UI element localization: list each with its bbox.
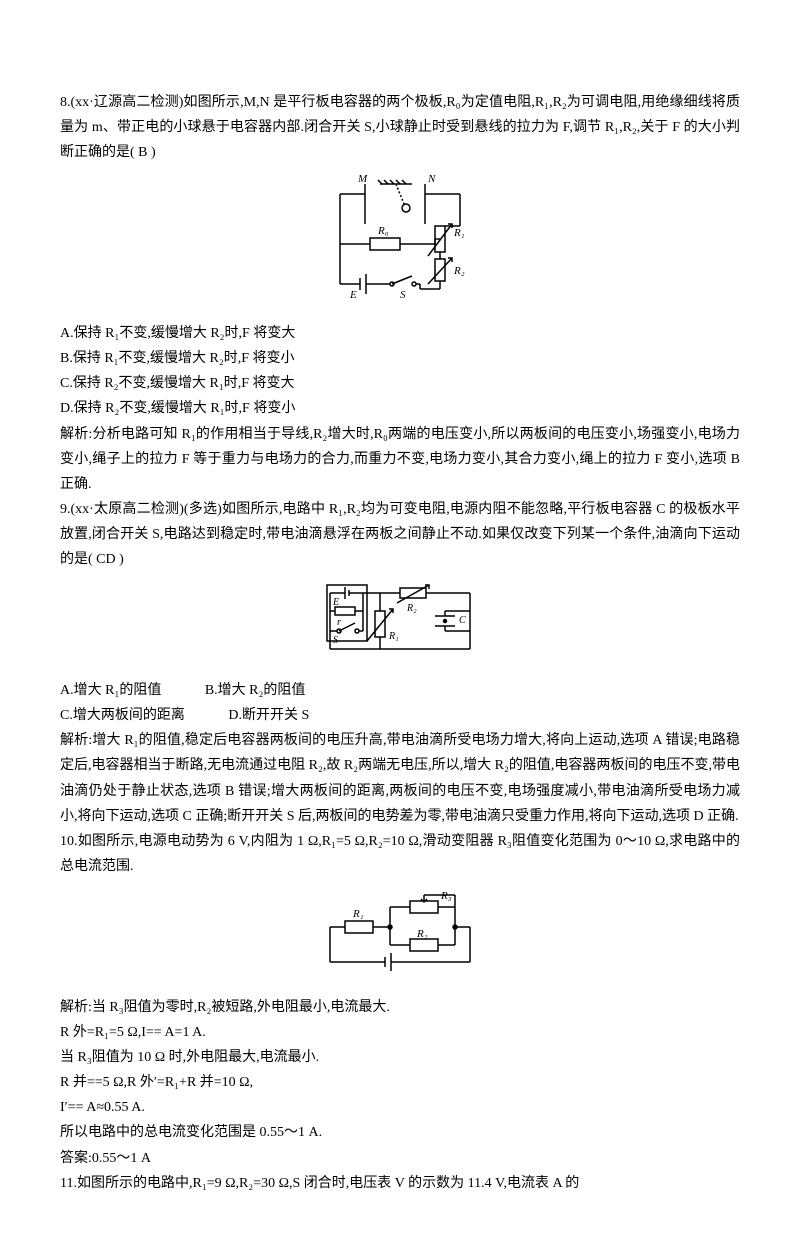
q10-l1: 解析:当 R₃阻值为零时,R₂被短路,外电阻最小,电流最大. <box>60 995 740 1020</box>
label-R1: R₁ <box>388 631 399 642</box>
label-R2: R₂ <box>416 928 428 940</box>
q10-stem: 10.如图所示,电源电动势为 6 V,内阻为 1 Ω,R₁=5 Ω,R₂=10 … <box>60 829 740 879</box>
q10-l7: 答案:0.55～1 A <box>60 1146 740 1171</box>
q9-optD: D.断开开关 S <box>228 703 309 728</box>
q8-optD: D.保持 R₂不变,缓慢增大 R₁时,F 将变小 <box>60 396 740 421</box>
q9-options-row1: A.增大 R₁的阻值 B.增大 R₂的阻值 <box>60 678 740 703</box>
label-R3: R₃ <box>440 890 452 902</box>
q9-options-row2: C.增大两板间的距离 D.断开开关 S <box>60 703 740 728</box>
q8-optB: B.保持 R₁不变,缓慢增大 R₂时,F 将变小 <box>60 346 740 371</box>
q10-l5: I′== A≈0.55 A. <box>60 1095 740 1120</box>
q8-explanation: 解析:分析电路可知 R₁的作用相当于导线,R₂增大时,R₀两端的电压变小,所以两… <box>60 422 740 498</box>
label-E: E <box>349 289 357 301</box>
q10-l2: R 外=R₁=5 Ω,I== A=1 A. <box>60 1020 740 1045</box>
q8-optC: C.保持 R₂不变,缓慢增大 R₁时,F 将变大 <box>60 371 740 396</box>
q9-stem: 9.(xx·太原高二检测)(多选)如图所示,电路中 R₁,R₂均为可变电阻,电源… <box>60 497 740 573</box>
label-R2: R₂ <box>406 603 417 614</box>
label-r: r <box>337 617 341 628</box>
label-C: C <box>459 615 466 626</box>
q9-optB: B.增大 R₂的阻值 <box>205 678 306 703</box>
label-S: S <box>400 289 406 301</box>
label-S: S <box>333 635 338 646</box>
q10-l3: 当 R₃阻值为 10 Ω 时,外电阻最大,电流最小. <box>60 1045 740 1070</box>
label-R0: R₀ <box>377 225 389 237</box>
q9-optA: A.增大 R₁的阻值 <box>60 678 161 703</box>
q8-options: A.保持 R₁不变,缓慢增大 R₂时,F 将变大 B.保持 R₁不变,缓慢增大 … <box>60 321 740 422</box>
q9-optC: C.增大两板间的距离 <box>60 703 185 728</box>
q9-explanation: 解析:增大 R₁的阻值,稳定后电容器两板间的电压升高,带电油滴所受电场力增大,将… <box>60 728 740 829</box>
q8-stem: 8.(xx·辽源高二检测)如图所示,M,N 是平行板电容器的两个极板,R₀为定值… <box>60 90 740 166</box>
q8-figure: M N R₀ R₁ R₂ E S <box>60 174 740 313</box>
label-R2: R₂ <box>453 265 465 277</box>
q10-figure: R₁ R₃ R₂ <box>60 887 740 986</box>
label-N: N <box>427 174 436 185</box>
label-E: E <box>332 597 339 608</box>
q10-l6: 所以电路中的总电流变化范围是 0.55～1 A. <box>60 1120 740 1145</box>
label-R1: R₁ <box>352 908 364 920</box>
q10-l4: R 并==5 Ω,R 外′=R₁+R 并=10 Ω, <box>60 1070 740 1095</box>
label-R1: R₁ <box>453 227 465 239</box>
q8-optA: A.保持 R₁不变,缓慢增大 R₂时,F 将变大 <box>60 321 740 346</box>
q11-stem: 11.如图所示的电路中,R₁=9 Ω,R₂=30 Ω,S 闭合时,电压表 V 的… <box>60 1171 740 1196</box>
label-M: M <box>357 174 368 185</box>
q9-figure: E r S R₁ R₂ C <box>60 581 740 670</box>
